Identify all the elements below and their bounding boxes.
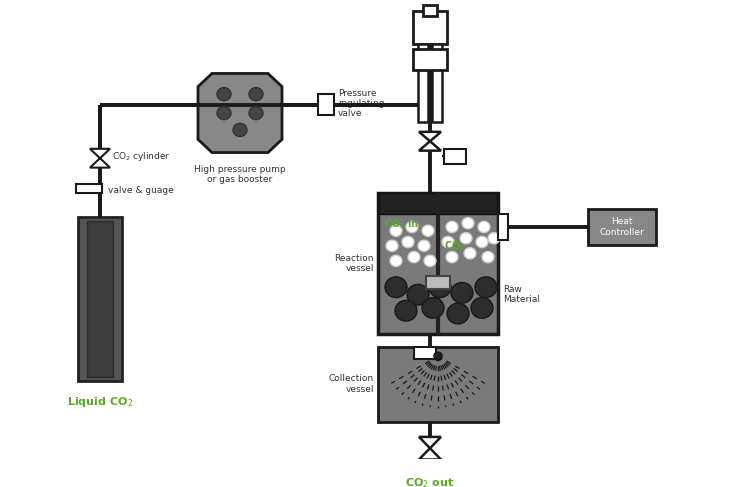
Bar: [76, 184, 102, 193]
Text: CO$_2$ in: CO$_2$ in: [384, 218, 419, 231]
Text: High pressure pump
or gas booster: High pressure pump or gas booster: [194, 165, 286, 184]
Text: Collection
vessel: Collection vessel: [329, 375, 374, 394]
Bar: [379, 193, 497, 214]
Text: Reaction
vessel: Reaction vessel: [334, 254, 374, 273]
Text: Liquid CO$_2$: Liquid CO$_2$: [67, 394, 133, 409]
Text: CO$_2$: CO$_2$: [444, 239, 465, 253]
Text: valve & guage: valve & guage: [108, 186, 174, 195]
Polygon shape: [419, 437, 441, 448]
Bar: [413, 49, 447, 70]
Bar: [378, 347, 498, 422]
Circle shape: [446, 251, 458, 262]
Text: Heat
Controller: Heat Controller: [599, 217, 645, 237]
Circle shape: [446, 221, 458, 233]
Circle shape: [386, 240, 398, 251]
Polygon shape: [198, 74, 282, 152]
Circle shape: [464, 248, 476, 259]
Text: CO$_2$ out: CO$_2$ out: [405, 476, 455, 487]
Circle shape: [418, 240, 430, 251]
Text: Pressure
regulating
valve: Pressure regulating valve: [338, 89, 385, 118]
Circle shape: [390, 225, 402, 236]
Circle shape: [217, 88, 231, 101]
Bar: [444, 149, 466, 164]
Polygon shape: [90, 158, 110, 168]
Bar: [87, 221, 113, 376]
Bar: [413, 11, 447, 44]
Polygon shape: [419, 448, 441, 460]
Circle shape: [482, 251, 494, 262]
Circle shape: [488, 233, 500, 244]
Polygon shape: [90, 149, 110, 158]
Circle shape: [460, 233, 472, 244]
Circle shape: [233, 123, 247, 136]
Circle shape: [434, 352, 442, 360]
Text: CO$_2$ cylinder: CO$_2$ cylinder: [112, 150, 171, 163]
Circle shape: [385, 277, 407, 298]
Bar: [432, 44, 442, 122]
Bar: [426, 276, 450, 289]
Circle shape: [451, 282, 473, 303]
Bar: [378, 193, 498, 334]
Circle shape: [442, 236, 454, 248]
Bar: [588, 209, 656, 245]
Circle shape: [429, 277, 451, 298]
Bar: [418, 44, 428, 122]
Circle shape: [407, 284, 429, 305]
Circle shape: [478, 221, 490, 233]
Bar: [423, 5, 437, 16]
Circle shape: [476, 236, 488, 248]
Circle shape: [475, 277, 497, 298]
Bar: [78, 217, 122, 381]
Polygon shape: [419, 141, 441, 150]
Circle shape: [249, 88, 263, 101]
Bar: [318, 94, 334, 115]
Polygon shape: [419, 132, 441, 141]
Circle shape: [422, 298, 444, 318]
Bar: [498, 214, 508, 240]
Text: Raw
Material: Raw Material: [503, 285, 540, 304]
Circle shape: [217, 106, 231, 120]
Circle shape: [422, 225, 434, 236]
Circle shape: [390, 255, 402, 266]
Bar: [414, 347, 436, 359]
Circle shape: [471, 298, 493, 318]
Circle shape: [402, 236, 414, 248]
Circle shape: [406, 221, 418, 233]
Circle shape: [424, 255, 436, 266]
Circle shape: [395, 300, 417, 321]
Circle shape: [462, 218, 474, 229]
Circle shape: [408, 251, 420, 262]
Circle shape: [249, 106, 263, 120]
Circle shape: [447, 303, 469, 324]
